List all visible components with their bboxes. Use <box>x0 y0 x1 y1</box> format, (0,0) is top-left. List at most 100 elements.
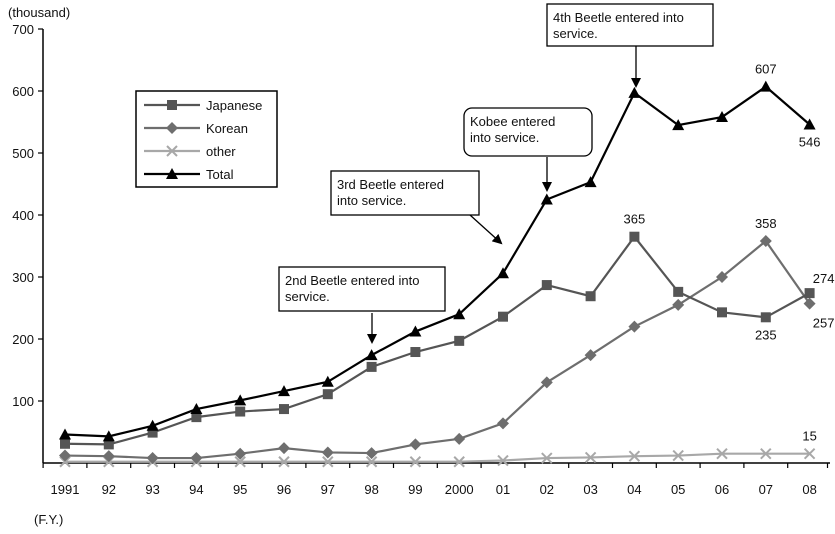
marker-stroke <box>497 454 509 467</box>
legend-label-korean: Korean <box>206 121 248 136</box>
x-tick-label: 06 <box>715 482 729 497</box>
data-point-other <box>541 452 553 464</box>
x-unit-label: (F.Y.) <box>34 512 63 527</box>
data-point-japanese <box>366 361 377 372</box>
data-point-other <box>628 450 641 462</box>
legend-box <box>135 90 278 188</box>
y-tick-label: 300 <box>12 270 34 285</box>
data-point-other <box>278 456 290 468</box>
data-label: 607 <box>755 62 777 77</box>
data-point-japanese <box>717 307 727 318</box>
data-point-korean <box>321 446 334 459</box>
data-point-total <box>716 111 728 123</box>
data-point-total <box>102 430 115 442</box>
data-point-japanese <box>279 404 289 415</box>
legend-marker-total <box>166 168 178 179</box>
callout-text: service. <box>553 26 598 41</box>
x-tick-label: 95 <box>233 482 247 497</box>
marker-stroke <box>59 456 71 468</box>
callout-text: into service. <box>470 130 539 145</box>
data-point-korean <box>803 297 816 310</box>
data-labels: 607 546 365 358 235 274 257 15 <box>624 62 835 444</box>
callout-frame <box>546 3 714 47</box>
callout-text: into service. <box>337 193 406 208</box>
marker-stroke <box>760 447 772 460</box>
data-point-other <box>584 451 597 464</box>
data-point-korean <box>146 452 159 465</box>
data-label: 235 <box>755 327 777 342</box>
legend-marker-korean <box>166 122 178 134</box>
axes: 100 200 300 400 500 600 700 1991 92 93 94 95 96 97 98 9… <box>12 22 830 497</box>
data-point-korean <box>102 450 115 463</box>
marker-stroke <box>672 449 684 462</box>
y-tick-label: 400 <box>12 208 34 223</box>
marker-stroke <box>322 456 334 468</box>
data-point-japanese <box>673 286 684 297</box>
data-point-total <box>146 419 159 431</box>
data-point-other <box>672 449 684 462</box>
x-tick-label: 01 <box>496 482 510 497</box>
y-tick-label: 700 <box>12 22 34 37</box>
x-tick-label: 98 <box>364 482 378 497</box>
data-point-japanese <box>804 288 815 299</box>
data-point-korean <box>234 447 247 460</box>
data-point-japanese <box>454 335 465 346</box>
series-line-total <box>64 85 811 438</box>
data-point-other <box>409 456 422 468</box>
series-line-korean <box>64 239 811 460</box>
legend-item-other: other <box>144 144 236 159</box>
data-label: 546 <box>799 134 821 149</box>
data-point-japanese <box>103 439 114 450</box>
data-point-japanese <box>235 406 246 417</box>
legend-label-total: Total <box>206 167 234 182</box>
data-label: 15 <box>802 429 816 444</box>
legend-item-japanese: Japanese <box>144 98 262 113</box>
data-point-total <box>278 385 290 397</box>
y-tick-label: 100 <box>12 394 34 409</box>
marker-stroke <box>628 450 641 462</box>
x-tick-label: 92 <box>102 482 116 497</box>
callout-text: 4th Beetle entered into <box>553 10 684 25</box>
marker-stroke <box>234 456 246 468</box>
data-point-total <box>497 267 509 279</box>
x-tick-label: 96 <box>277 482 291 497</box>
callout-frame <box>278 266 446 312</box>
data-point-total <box>628 86 641 98</box>
callout-arrow <box>469 214 503 245</box>
series-japanese <box>60 231 815 450</box>
data-point-japanese <box>410 347 421 358</box>
x-tick-label: 93 <box>145 482 159 497</box>
callout-frame <box>330 170 480 216</box>
x-tick-label: 99 <box>408 482 422 497</box>
x-tick-label: 2000 <box>445 482 474 497</box>
data-point-japanese <box>498 311 508 322</box>
y-unit-label: (thousand) <box>8 5 70 20</box>
data-label: 257 <box>813 316 835 331</box>
data-point-korean <box>497 417 509 430</box>
data-point-total <box>803 118 816 130</box>
legend-label-other: other <box>206 144 236 159</box>
marker-stroke <box>166 145 178 157</box>
marker-stroke <box>453 456 465 468</box>
data-point-total <box>759 80 772 92</box>
data-point-korean <box>628 320 641 333</box>
data-point-japanese <box>760 312 771 323</box>
series-korean <box>59 235 816 465</box>
marker-stroke <box>716 447 728 460</box>
data-point-japanese <box>322 389 333 400</box>
x-tick-label: 97 <box>321 482 335 497</box>
x-tick-label: 03 <box>583 482 597 497</box>
data-point-total <box>453 308 466 320</box>
data-point-japanese <box>147 427 158 438</box>
callout-text: service. <box>285 289 330 304</box>
data-point-korean <box>409 438 422 451</box>
x-tick-label: 08 <box>802 482 816 497</box>
data-point-total <box>540 193 553 205</box>
marker-stroke <box>365 456 378 468</box>
legend-item-total: Total <box>144 167 234 182</box>
data-point-total <box>190 403 203 415</box>
data-point-korean <box>540 376 553 389</box>
